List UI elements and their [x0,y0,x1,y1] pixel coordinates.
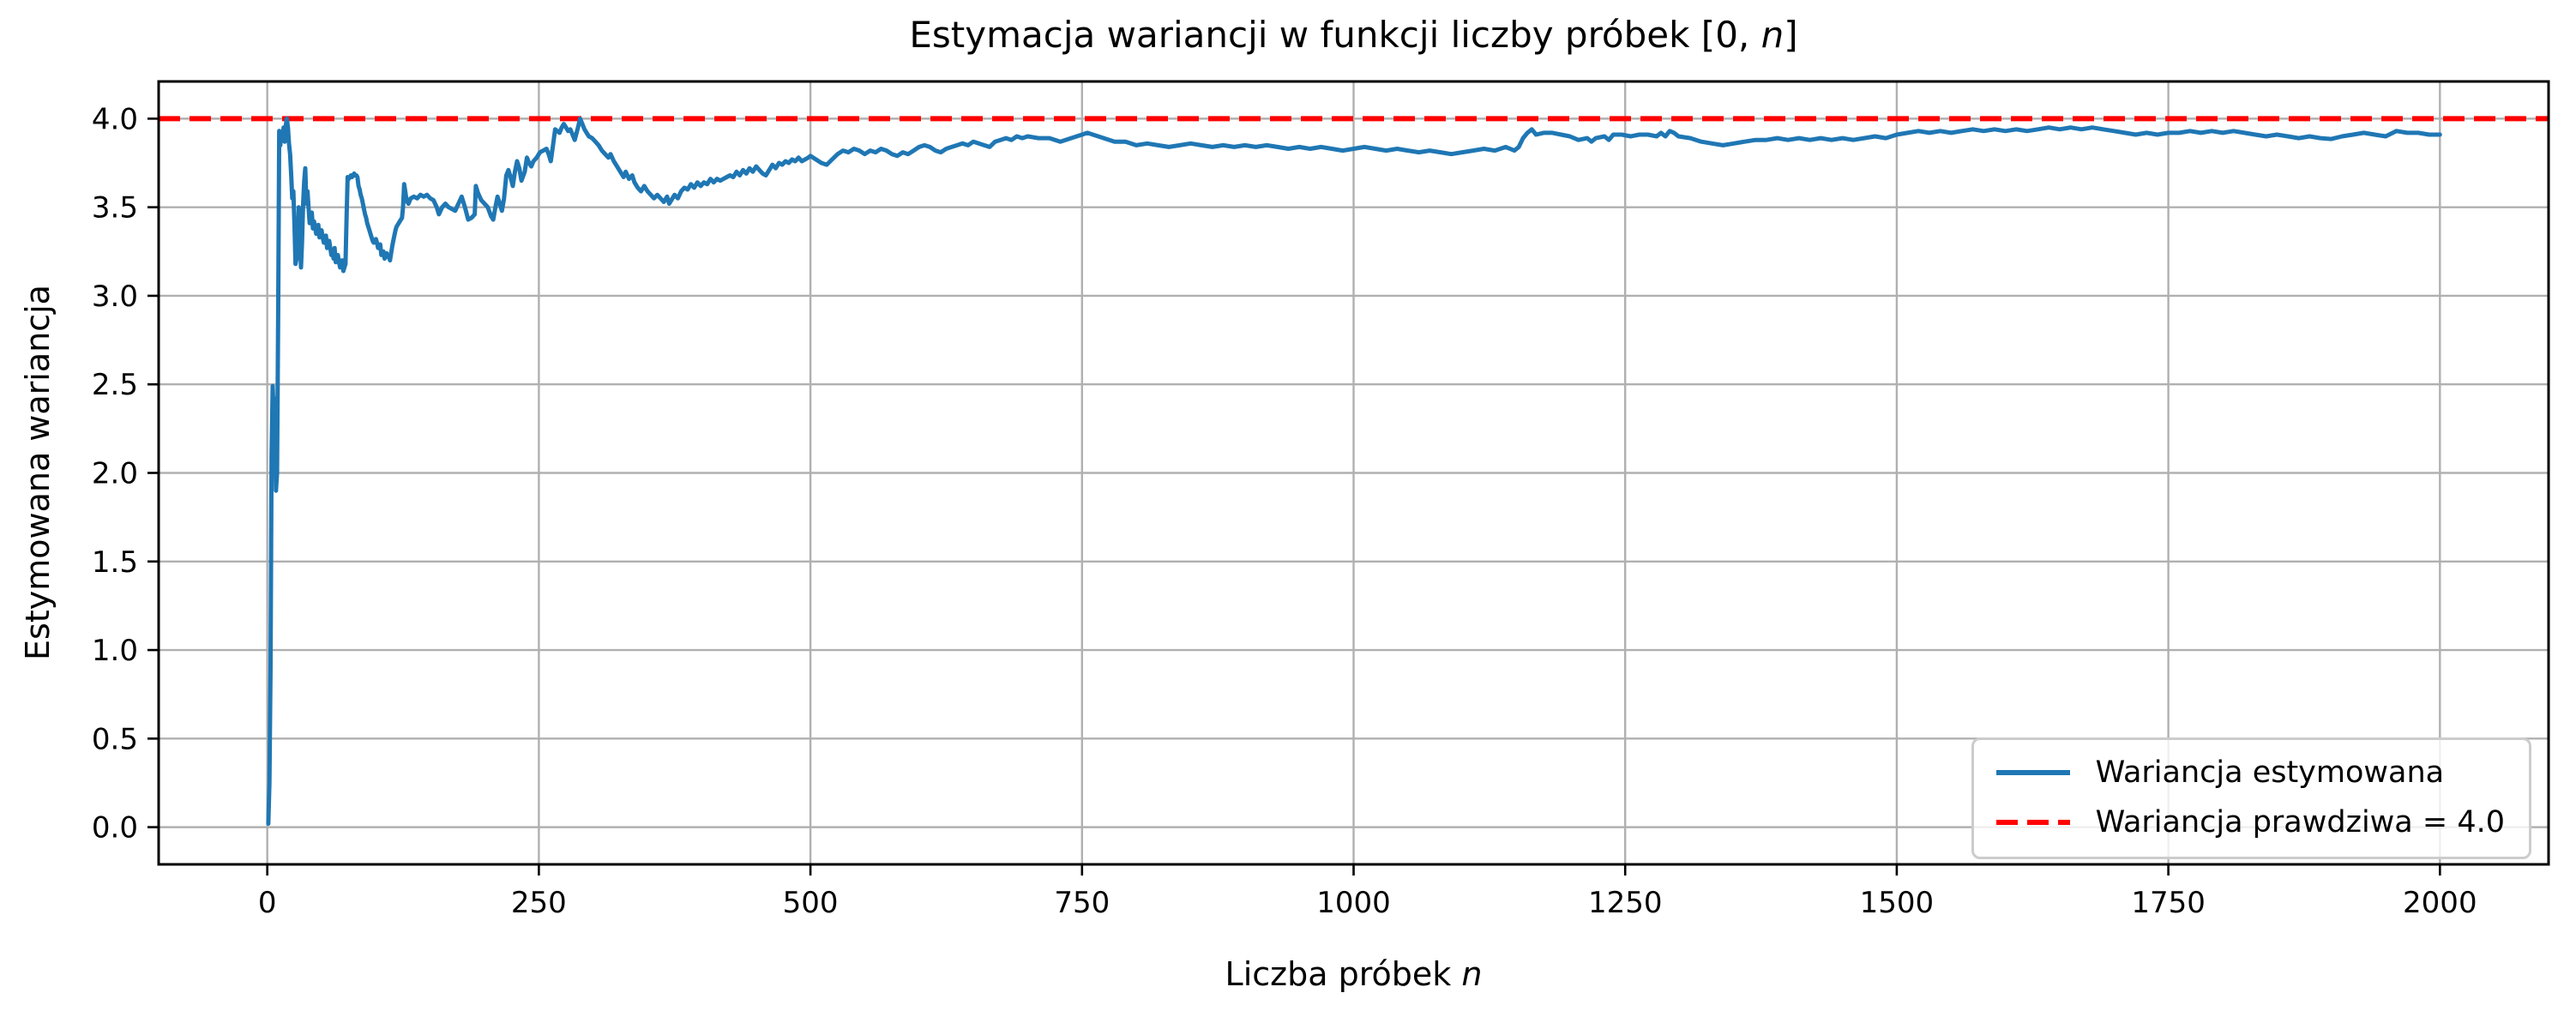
y-tick-label: 4.0 [92,102,138,136]
x-tick-label: 1750 [2131,886,2206,920]
x-tick-label: 1000 [1316,886,1391,920]
y-tick-label: 2.0 [92,457,138,491]
y-tick-label: 1.5 [92,545,138,580]
x-tick-label: 500 [783,886,839,920]
legend-entry-estimated: Wariancja estymowana [1995,755,2505,790]
x-tick-label: 250 [511,886,567,920]
y-tick-label: 3.0 [92,280,138,314]
y-tick-label: 0.5 [92,722,138,756]
legend: Wariancja estymowana Wariancja prawdziwa… [1971,737,2531,859]
estimated-variance-line [266,116,2442,826]
x-tick-label: 1500 [1860,886,1935,920]
y-tick-label: 2.5 [92,368,138,402]
legend-label-true: Wariancja prawdziwa = 4.0 [2095,805,2505,839]
x-tick-label: 2000 [2403,886,2477,920]
y-tick-label: 1.0 [92,634,138,668]
y-tick-label: 0.0 [92,811,138,845]
y-tick-label: 3.5 [92,191,138,226]
x-tick-label: 750 [1054,886,1110,920]
legend-dashed-line-icon [1995,820,2070,825]
x-tick-label: 0 [258,886,277,920]
x-tick-label: 1250 [1588,886,1663,920]
legend-entry-true: Wariancja prawdziwa = 4.0 [1995,805,2505,839]
legend-solid-line-icon [1995,770,2070,775]
legend-label-estimated: Wariancja estymowana [2095,755,2445,790]
